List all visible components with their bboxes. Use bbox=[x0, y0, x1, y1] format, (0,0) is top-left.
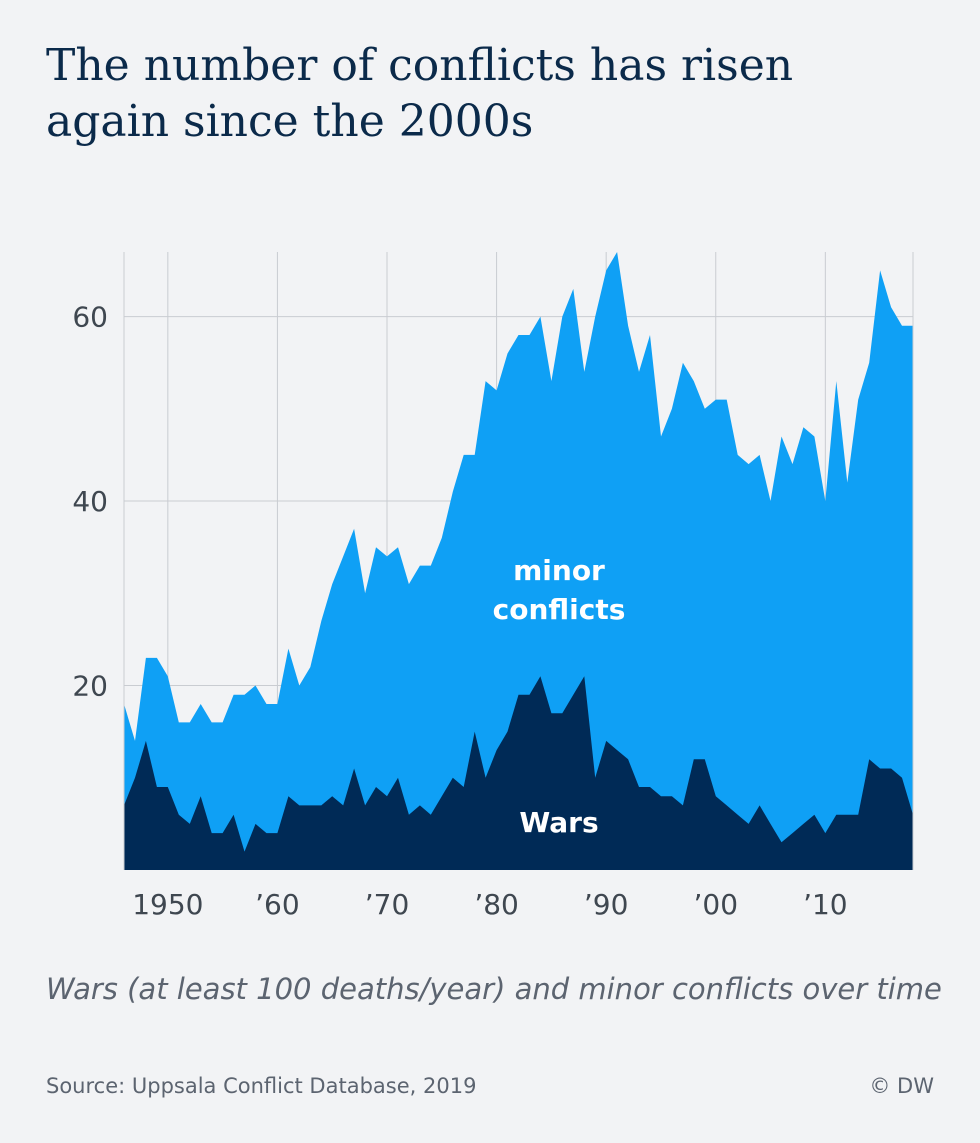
minor-conflicts-area bbox=[124, 252, 913, 870]
x-tick-label-1970: ’70 bbox=[365, 888, 410, 921]
minor-conflicts-label-line-1: minor bbox=[513, 554, 605, 587]
y-tick-label-40: 40 bbox=[72, 485, 108, 518]
x-tick-label-1980: ’80 bbox=[474, 888, 519, 921]
y-axis-tick-labels: 20 40 60 bbox=[72, 301, 108, 703]
minor-conflicts-label-line-2: conflicts bbox=[493, 593, 626, 626]
x-tick-label-2010: ’10 bbox=[803, 888, 848, 921]
wars-area bbox=[124, 676, 913, 870]
chart-title-line-2: again since the 2000s bbox=[46, 96, 534, 147]
x-tick-label-1960: ’60 bbox=[255, 888, 300, 921]
y-tick-label-20: 20 bbox=[72, 670, 108, 703]
x-tick-label-1990: ’90 bbox=[584, 888, 629, 921]
chart-title: The number of conflicts has risen again … bbox=[46, 38, 926, 150]
copyright-note: © DW bbox=[869, 1074, 934, 1098]
y-tick-label-60: 60 bbox=[72, 301, 108, 334]
x-axis-tick-labels: 1950 ’60 ’70 ’80 ’90 ’00 ’10 bbox=[132, 888, 847, 921]
source-note: Source: Uppsala Conflict Database, 2019 bbox=[46, 1074, 477, 1098]
x-tick-label-1950: 1950 bbox=[132, 888, 203, 921]
wars-label: Wars bbox=[519, 806, 598, 839]
x-tick-label-2000: ’00 bbox=[693, 888, 738, 921]
conflicts-area-chart: 20 40 60 1950 ’60 ’70 ’80 ’90 ’00 ’10 minor conf… bbox=[72, 252, 914, 921]
chart-subtitle: Wars (at least 100 deaths/year) and mino… bbox=[46, 972, 942, 1006]
chart-title-line-1: The number of conflicts has risen bbox=[46, 40, 794, 91]
